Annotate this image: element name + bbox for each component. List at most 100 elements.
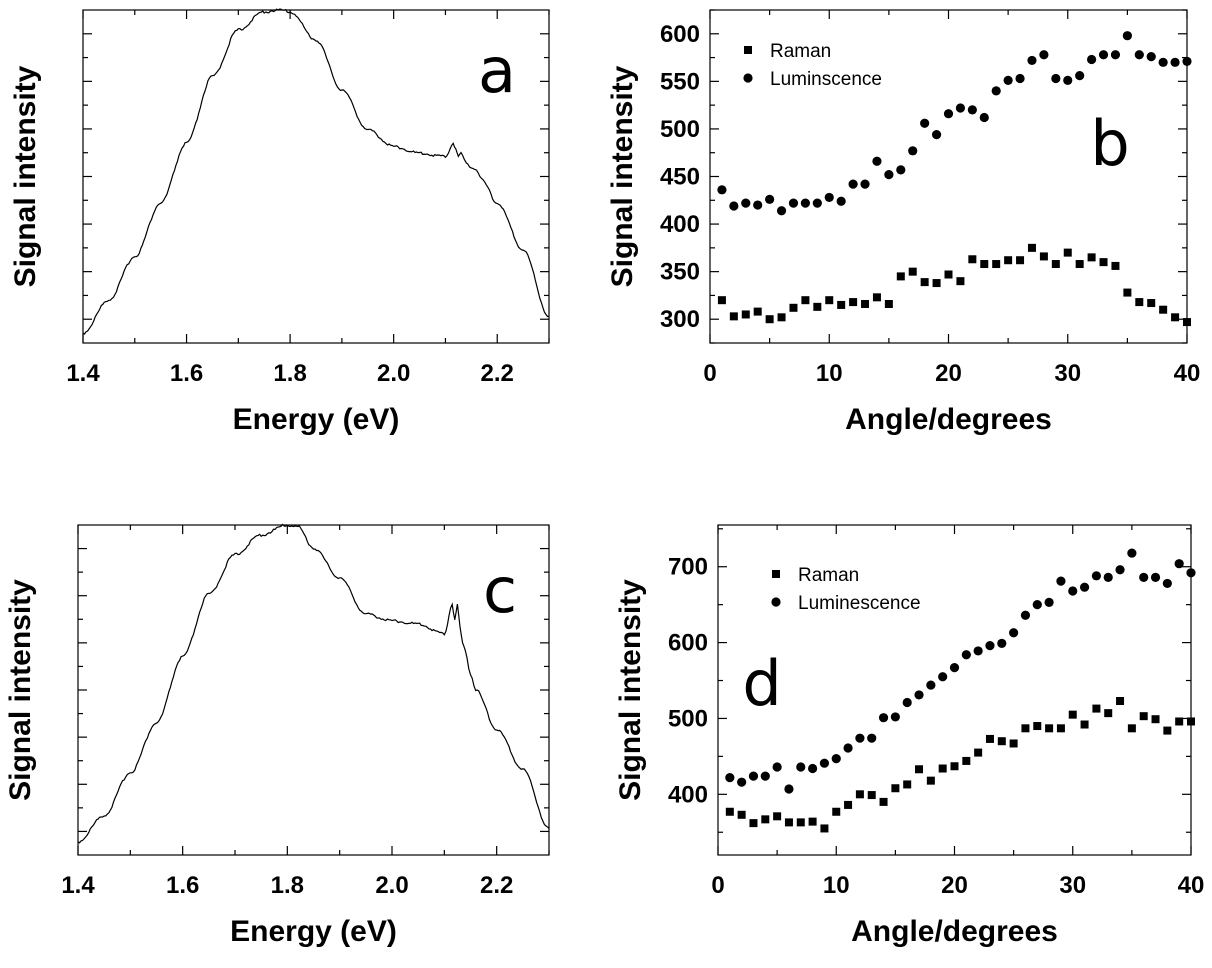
y-axis-title: Signal intensity (606, 65, 639, 287)
x-axis-title: Angle/degrees (851, 915, 1058, 948)
raman-point (1175, 717, 1184, 726)
spectrum-line (77, 523, 550, 844)
x-tick-label: 2.0 (375, 872, 408, 899)
luminescence-point (1039, 50, 1049, 60)
raman-point (832, 807, 841, 816)
raman-point (915, 765, 924, 774)
raman-point (777, 313, 786, 322)
x-tick-label: 10 (823, 872, 850, 899)
raman-point (944, 270, 953, 279)
raman-point (825, 296, 834, 305)
raman-point (1075, 260, 1084, 269)
luminescence-point (938, 672, 948, 682)
raman-point (765, 315, 774, 324)
raman-point (837, 300, 846, 309)
raman-point (1183, 318, 1191, 327)
raman-point (938, 764, 947, 773)
x-tick-label: 40 (1174, 360, 1201, 387)
luminescence-point (1015, 73, 1025, 84)
panel-c: 1.4 1.6 1.8 2.0 2.2 Energy (eV) Signal intensi… (4, 523, 550, 948)
raman-point (903, 780, 912, 789)
legend-marker-circle (743, 73, 753, 83)
luminescence-point (760, 771, 770, 781)
raman-point (974, 748, 983, 757)
luminescence-point (985, 641, 995, 651)
y-tick-label: 450 (660, 164, 700, 191)
luminescence-point (860, 179, 870, 189)
luminescence-point (1139, 572, 1149, 582)
luminescence-point (1027, 55, 1037, 66)
luminescence-point (819, 758, 830, 768)
raman-point (741, 310, 750, 319)
x-tick-label: 20 (941, 872, 968, 899)
luminescence-point (800, 198, 811, 208)
luminescence-point (1110, 50, 1121, 60)
raman-point (985, 734, 994, 743)
luminescence-point (824, 192, 834, 203)
raman-point (968, 255, 977, 264)
y-tick-label: 600 (660, 21, 700, 48)
raman-point (849, 298, 858, 307)
luminescence-point (973, 646, 983, 656)
raman-point (784, 818, 793, 827)
luminescence-point (748, 771, 759, 781)
legend-label: Raman (770, 41, 831, 62)
raman-point (729, 312, 738, 321)
luminescence-point (1032, 600, 1042, 610)
luminescence-point (1087, 54, 1097, 65)
luminescence-point (808, 763, 818, 774)
luminescence-point (1146, 52, 1156, 62)
x-tick-label: 30 (1059, 872, 1086, 899)
x-axis-title: Energy (eV) (233, 403, 400, 436)
raman-point (1171, 313, 1180, 322)
luminescence-point (1051, 73, 1061, 84)
raman-point (1016, 256, 1025, 265)
x-tick-label: 1.4 (66, 360, 100, 387)
luminescence-point (1068, 586, 1078, 596)
luminescence-point (955, 103, 966, 113)
x-tick-label: 0 (703, 360, 716, 387)
x-tick-label: 2.2 (481, 360, 514, 387)
luminescence-point (931, 130, 942, 140)
raman-point (1123, 288, 1132, 297)
y-axis-title: Signal intensity (4, 579, 37, 801)
luminescence-point (961, 650, 971, 660)
luminescence-point (1134, 50, 1144, 60)
raman-point (1151, 715, 1160, 724)
raman-point (997, 737, 1006, 746)
x-tick-label: 0 (711, 872, 724, 899)
raman-point (867, 791, 876, 800)
y-tick-label: 550 (660, 68, 700, 95)
luminescence-point (1115, 565, 1125, 575)
raman-point (1135, 298, 1144, 307)
luminescence-point (1020, 610, 1031, 620)
luminescence-point (1170, 57, 1180, 67)
panel-letter: c (483, 554, 517, 627)
raman-point (761, 815, 770, 824)
luminescence-point (1182, 56, 1192, 66)
raman-point (1163, 726, 1172, 735)
luminescence-point (1075, 71, 1085, 81)
raman-point (820, 824, 829, 833)
luminescence-point (729, 201, 739, 211)
luminescence-point (908, 146, 918, 156)
luminescence-point (725, 773, 735, 783)
raman-point (1051, 260, 1060, 269)
raman-point (789, 303, 798, 312)
raman-point (879, 797, 888, 806)
luminescence-point (765, 194, 775, 204)
raman-point (1027, 243, 1036, 252)
y-tick-label: 350 (660, 259, 700, 286)
luminescence-point (1003, 75, 1013, 86)
luminescence-point (997, 638, 1007, 648)
luminescence-point (926, 680, 936, 690)
luminescence-point (914, 690, 924, 700)
luminescence-point (1174, 559, 1184, 569)
luminescence-point (1186, 568, 1196, 578)
luminescence-point (772, 762, 782, 772)
panel-letter: a (478, 34, 516, 107)
raman-point (932, 279, 941, 288)
raman-point (950, 762, 959, 771)
raman-point (1127, 724, 1136, 733)
